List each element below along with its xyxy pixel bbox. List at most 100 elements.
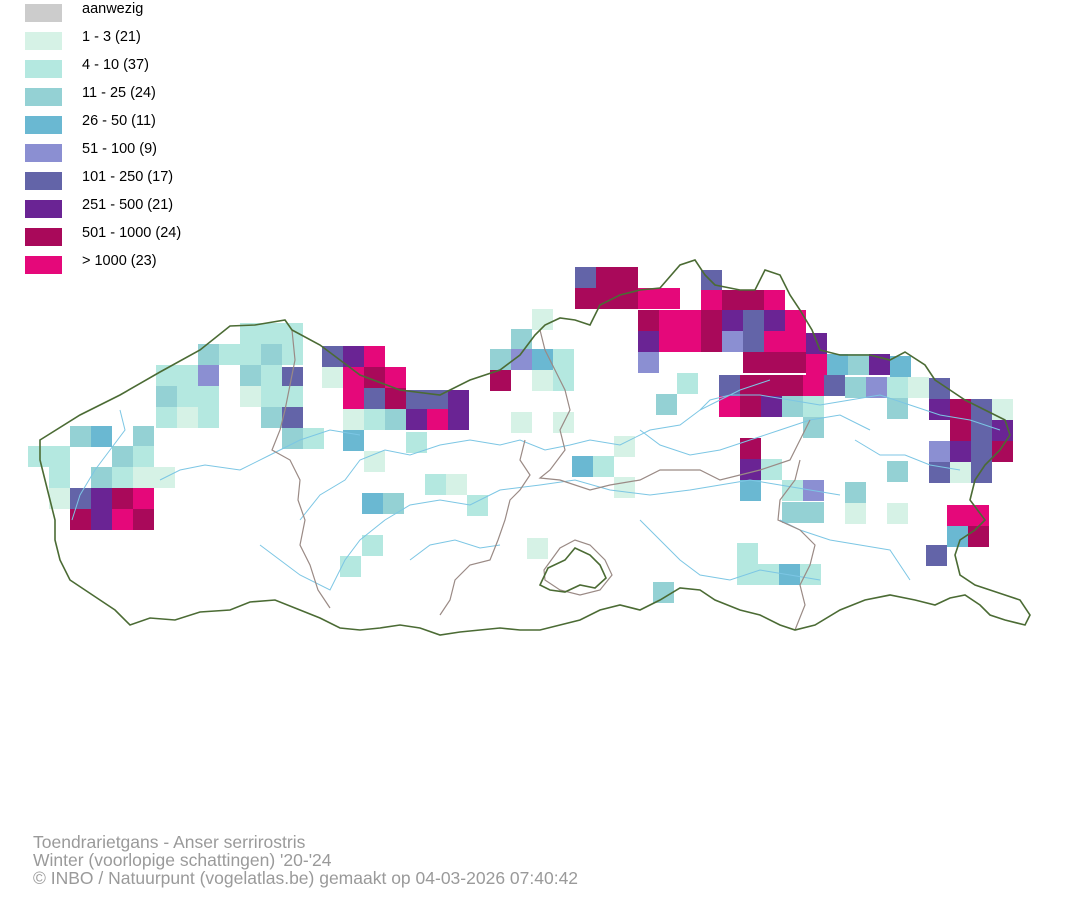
grid-cell — [701, 331, 722, 352]
grid-cell — [343, 409, 364, 430]
grid-cell — [638, 288, 659, 309]
legend-swatch — [25, 4, 62, 22]
grid-cell — [614, 436, 635, 457]
grid-cell — [743, 290, 764, 311]
grid-cell — [782, 480, 803, 501]
grid-cell — [553, 349, 574, 370]
legend-label: 4 - 10 (37) — [82, 57, 149, 73]
grid-cell — [198, 344, 219, 365]
grid-cell — [971, 441, 992, 462]
province-border — [543, 539, 613, 596]
grid-cell — [385, 367, 406, 388]
grid-cell — [385, 409, 406, 430]
season-period: Winter (voorlopige schattingen) '20-'24 — [33, 850, 332, 870]
legend-label: 501 - 1000 (24) — [82, 225, 182, 241]
grid-cell — [929, 441, 950, 462]
grid-cell — [743, 352, 764, 373]
grid-cell — [785, 331, 806, 352]
grid-cell — [740, 396, 761, 417]
grid-cell — [719, 396, 740, 417]
grid-cell — [575, 267, 596, 288]
grid-cell — [364, 346, 385, 367]
legend-swatch — [25, 172, 62, 190]
river — [699, 394, 1001, 431]
grid-cell — [322, 367, 343, 388]
region-border — [538, 547, 607, 593]
legend-label: 251 - 500 (21) — [82, 197, 174, 213]
grid-cell — [156, 386, 177, 407]
province-borders — [271, 329, 816, 631]
legend-item: 501 - 1000 (24) — [25, 224, 345, 246]
grid-cell — [303, 428, 324, 449]
grid-cell — [406, 409, 427, 430]
legend-swatch — [25, 256, 62, 274]
legend-item: > 1000 (23) — [25, 252, 345, 274]
grid-cell — [70, 426, 91, 447]
grid-cell — [112, 467, 133, 488]
grid-cell — [845, 503, 866, 524]
grid-cell — [803, 502, 824, 523]
legend-item: 1 - 3 (21) — [25, 28, 345, 50]
grid-cell — [177, 407, 198, 428]
grid-cell — [614, 477, 635, 498]
river — [409, 539, 501, 561]
grid-cell — [803, 375, 824, 396]
grid-cell — [133, 426, 154, 447]
grid-cell — [198, 407, 219, 428]
legend-swatch — [25, 60, 62, 78]
legend-label: aanwezig — [82, 1, 144, 17]
grid-cell — [992, 420, 1013, 441]
legend-label: 51 - 100 (9) — [82, 141, 157, 157]
grid-cell — [926, 545, 947, 566]
province-border — [271, 329, 331, 609]
grid-cell — [743, 310, 764, 331]
grid-cell — [680, 310, 701, 331]
grid-cell — [240, 344, 261, 365]
legend-item: 101 - 250 (17) — [25, 168, 345, 190]
grid-cell — [866, 377, 887, 398]
grid-cell — [677, 373, 698, 394]
grid-cell — [511, 412, 532, 433]
grid-cell — [803, 396, 824, 417]
grid-cell — [177, 365, 198, 386]
grid-cell — [758, 564, 779, 585]
river — [639, 414, 871, 456]
grid-cell — [929, 399, 950, 420]
grid-cell — [383, 493, 404, 514]
grid-cell — [282, 386, 303, 407]
grid-cell — [91, 488, 112, 509]
grid-cell — [343, 346, 364, 367]
grid-cell — [719, 375, 740, 396]
grid-cell — [467, 495, 488, 516]
grid-cell — [827, 354, 848, 375]
grid-cell — [722, 290, 743, 311]
grid-cell — [91, 426, 112, 447]
grid-cell — [971, 399, 992, 420]
species-name: Toendrarietgans - Anser serrirostris — [33, 832, 306, 852]
grid-cell — [133, 467, 154, 488]
river — [299, 379, 771, 521]
legend-label: 11 - 25 (24) — [82, 85, 156, 101]
grid-cell — [91, 509, 112, 530]
grid-cell — [680, 331, 701, 352]
grid-cell — [282, 344, 303, 365]
grid-cell — [261, 323, 282, 344]
legend-item: 26 - 50 (11) — [25, 112, 345, 134]
grid-cell — [887, 398, 908, 419]
grid-cell — [282, 407, 303, 428]
grid-cell — [887, 503, 908, 524]
river — [639, 519, 821, 581]
legend-label: > 1000 (23) — [82, 253, 157, 269]
grid-cell — [890, 356, 911, 377]
grid-cell — [70, 488, 91, 509]
grid-cell — [950, 420, 971, 441]
grid-cell — [638, 331, 659, 352]
grid-cell — [659, 310, 680, 331]
grid-cell — [761, 375, 782, 396]
grid-cell — [701, 290, 722, 311]
grid-cell — [156, 407, 177, 428]
grid-cell — [362, 535, 383, 556]
river — [159, 429, 361, 481]
province-border — [777, 459, 816, 631]
